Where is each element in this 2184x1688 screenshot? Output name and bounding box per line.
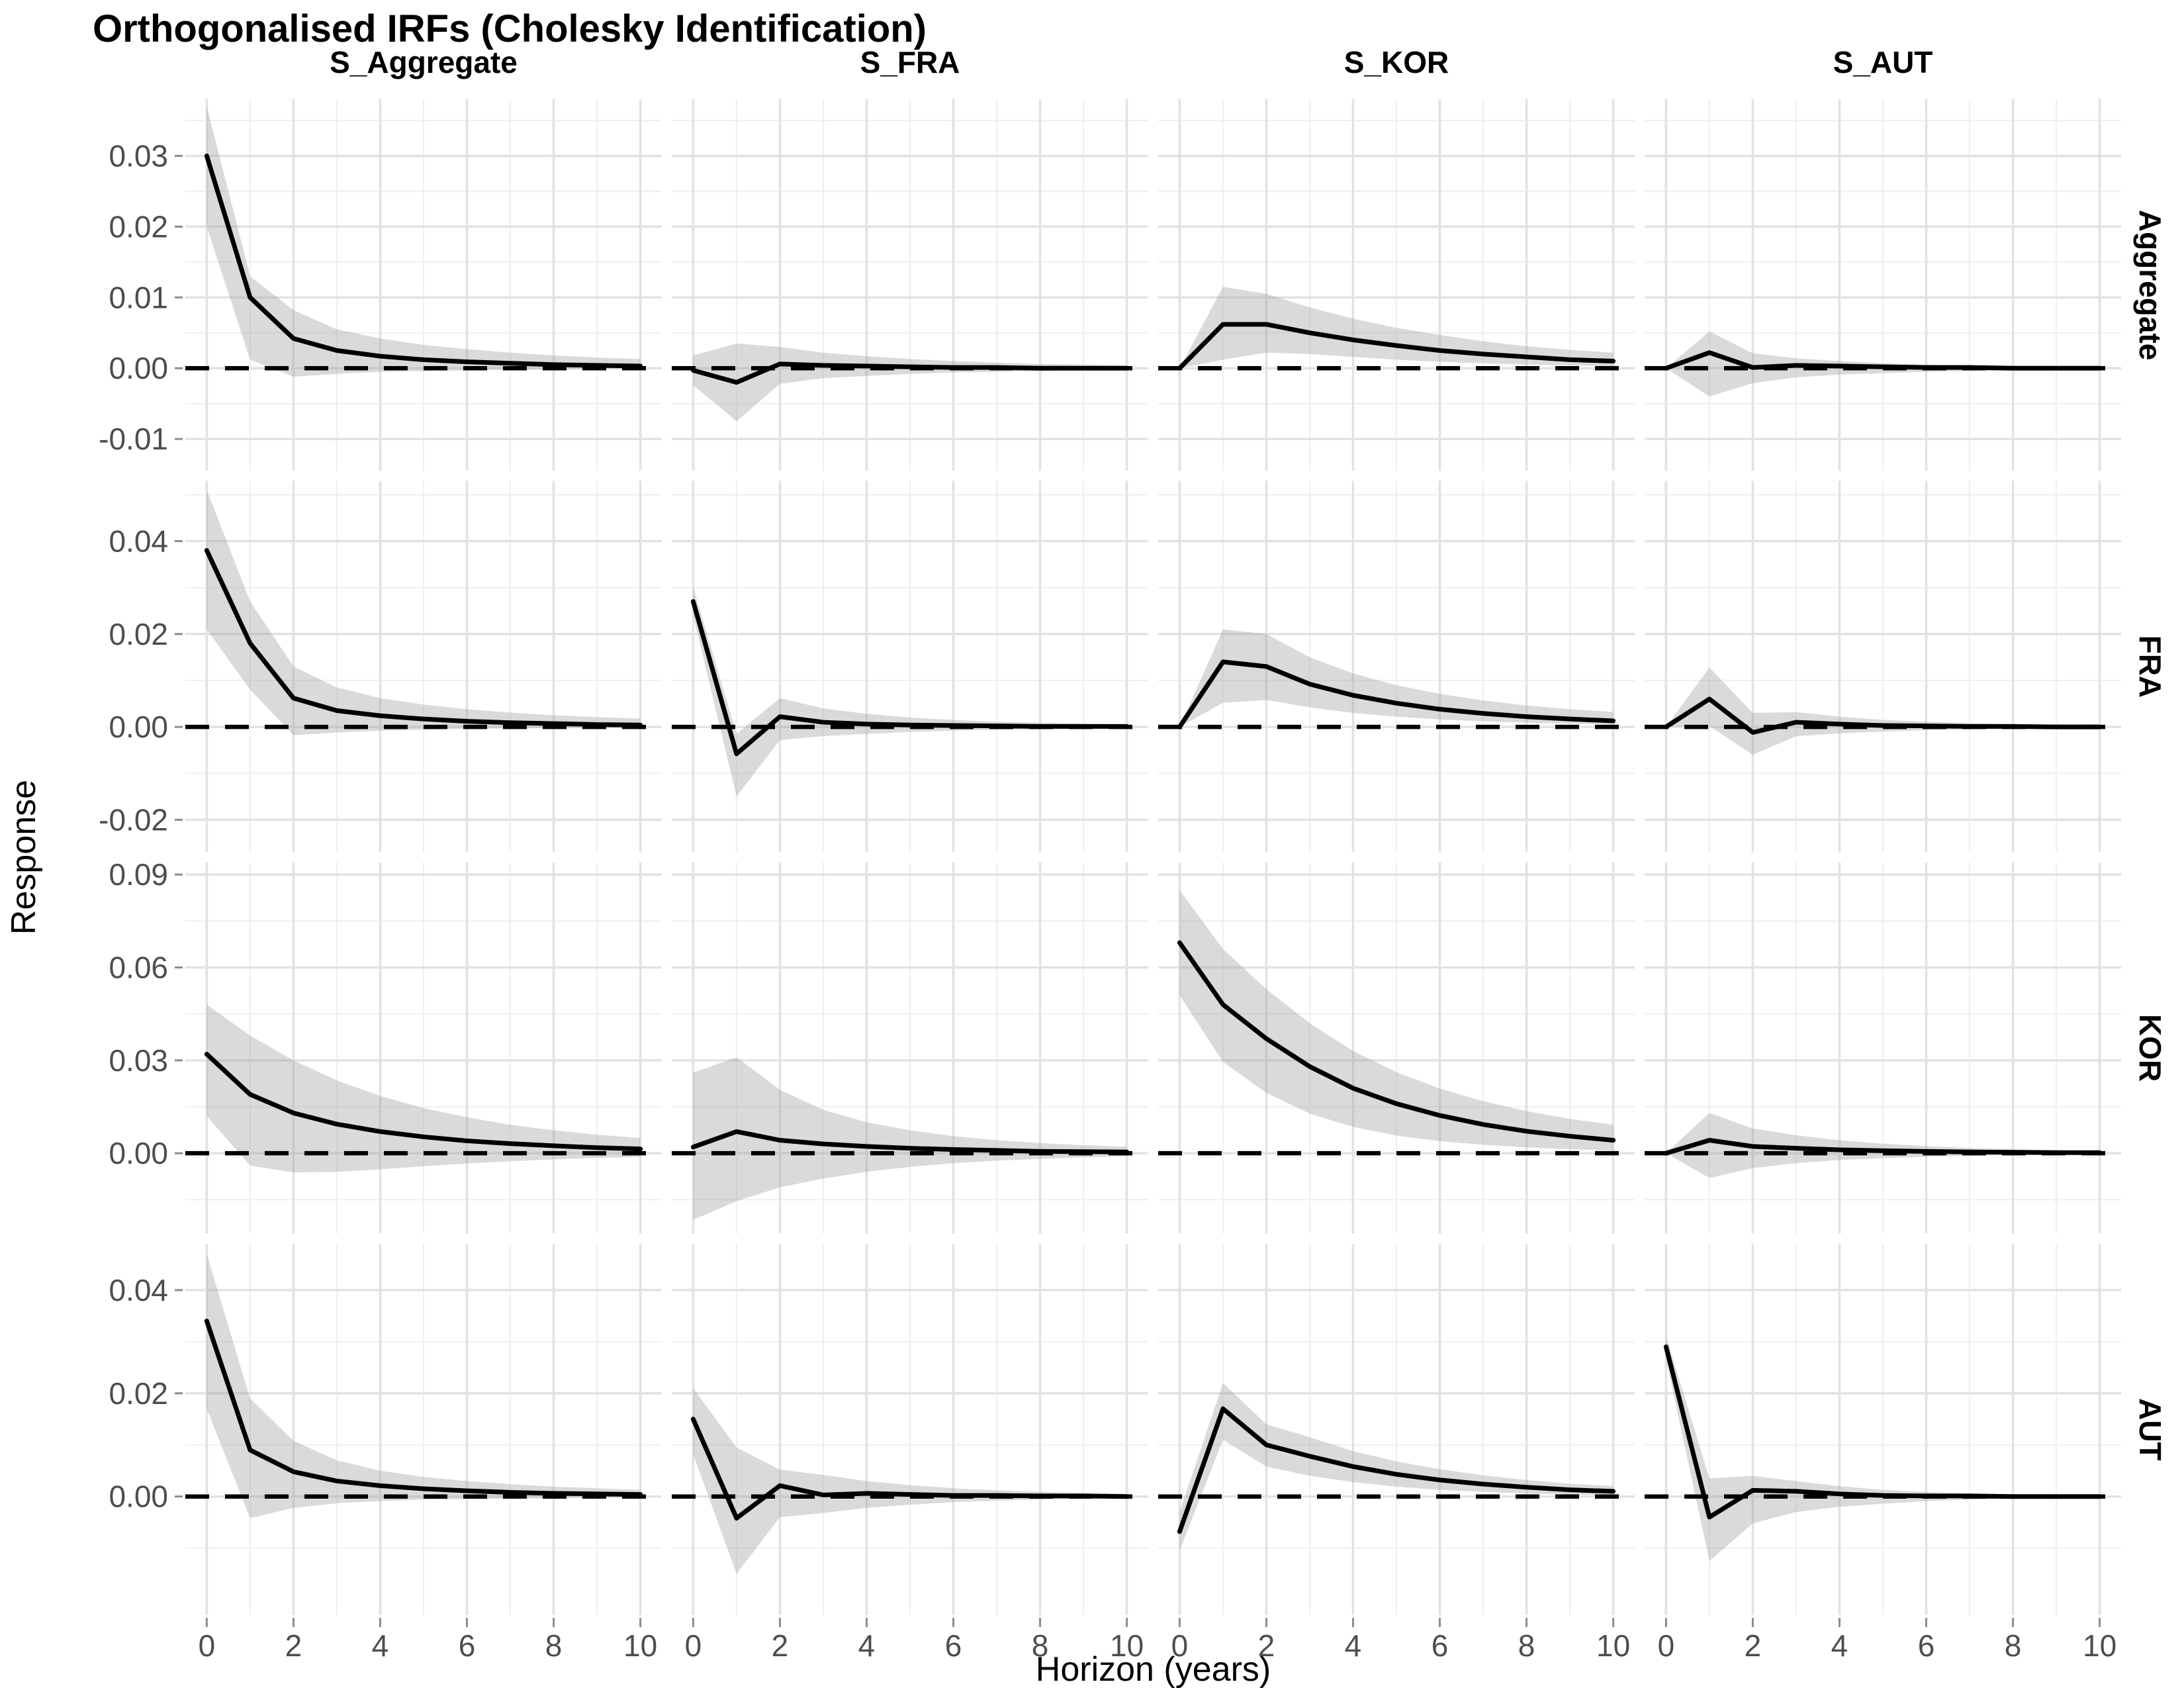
y-tick-label: 0.09 [109,857,168,892]
confidence-band [1666,1113,2100,1178]
y-tick-label: 0.02 [109,1376,168,1411]
x-tick-label: 0 [199,1628,216,1663]
irf-line [1177,322,1616,371]
x-tick-label: 10 [623,1628,657,1663]
x-tick-label: 8 [1518,1628,1535,1663]
irf-line [1663,350,2103,371]
x-tick-label: 8 [1032,1628,1049,1663]
panel-KOR-S_Aggregate [185,862,662,1234]
y-tick-label: 0.00 [109,351,168,385]
x-tick-label: 0 [1171,1628,1189,1663]
irf-line [204,1319,643,1497]
y-tick-label: 0.03 [109,139,168,173]
y-tick-label: 0.06 [109,951,168,985]
irf-line [1663,1344,2103,1520]
x-tick-label: 10 [1596,1628,1630,1663]
row-facet-label: FRA [2133,635,2167,698]
y-tick-label: 0.00 [109,1479,168,1514]
x-tick-label: 6 [1432,1628,1449,1663]
confidence-band [1179,629,1614,727]
irf-line [1177,940,1616,1143]
x-tick-label: 6 [945,1628,962,1663]
x-axis-title: Horizon (years) [1035,1650,1271,1688]
confidence-band [693,1057,1127,1220]
x-tick-label: 0 [1658,1628,1675,1663]
panel-Aggregate-S_KOR [1158,99,1635,471]
confidence-band [206,1254,641,1519]
panel-KOR-S_KOR [1158,862,1635,1234]
x-tick-label: 2 [772,1628,789,1663]
panel-AUT-S_FRA [672,1243,1148,1615]
panel-AUT-S_Aggregate [185,1243,662,1615]
irf-line [1663,696,2103,735]
row-facet-label: KOR [2133,1014,2167,1082]
irf-line [1177,1406,1616,1534]
panel-AUT-S_AUT [1645,1243,2121,1615]
x-tick-label: 2 [285,1628,302,1663]
y-tick-label: 0.02 [109,209,168,244]
col-facet-label: S_KOR [1344,45,1449,79]
panel-FRA-S_FRA [672,481,1148,853]
confidence-band [1179,1383,1614,1551]
y-tick-label: 0.03 [109,1043,168,1078]
y-tick-label: 0.00 [109,710,168,744]
x-tick-label: 10 [2083,1628,2116,1663]
panel-KOR-S_FRA [672,862,1148,1234]
y-tick-label: 0.01 [109,280,168,314]
y-tick-label: 0.00 [109,1136,168,1170]
confidence-band [1179,287,1614,369]
x-tick-label: 4 [372,1628,389,1663]
irf-line [1177,659,1616,729]
chart-title: Orthogonalised IRFs (Cholesky Identifica… [93,7,927,50]
panel-FRA-S_Aggregate [185,481,662,853]
y-tick-label: -0.02 [99,802,168,837]
confidence-band [1666,667,2100,755]
row-facet-label: Aggregate [2133,210,2167,360]
irf-line [690,1417,1130,1521]
x-tick-label: 4 [1345,1628,1362,1663]
panel-Aggregate-S_AUT [1645,99,2121,471]
confidence-band [1666,1336,2100,1562]
x-tick-label: 8 [2005,1628,2022,1663]
panel-AUT-S_KOR [1158,1243,1635,1615]
confidence-band [206,1004,641,1173]
confidence-band [693,587,1127,797]
col-facet-label: S_Aggregate [330,45,518,79]
confidence-band [206,106,641,377]
irf-line [204,1051,643,1152]
irf-line [204,547,643,727]
x-tick-label: 6 [1918,1628,1935,1663]
y-tick-label: 0.04 [109,524,168,558]
irf-line [690,599,1130,757]
col-facet-label: S_FRA [860,45,960,79]
confidence-band [693,1388,1127,1574]
panel-FRA-S_AUT [1645,481,2121,853]
x-tick-label: 0 [685,1628,702,1663]
irf-line [204,154,643,369]
panel-Aggregate-S_Aggregate [185,99,662,471]
x-tick-label: 4 [1831,1628,1848,1663]
y-tick-label: 0.04 [109,1273,168,1307]
x-tick-label: 2 [1258,1628,1275,1663]
confidence-band [1179,890,1614,1150]
panel-Aggregate-S_FRA [672,99,1148,471]
col-facet-label: S_AUT [1833,45,1933,79]
x-tick-label: 10 [1110,1628,1144,1663]
irf-line [690,361,1130,385]
panel-FRA-S_KOR [1158,481,1635,853]
x-tick-label: 2 [1745,1628,1762,1663]
x-tick-label: 4 [858,1628,876,1663]
irf-line [1663,1138,2103,1156]
y-tick-label: -0.01 [99,422,168,456]
panel-KOR-S_AUT [1645,862,2121,1234]
irf-line [690,1129,1130,1154]
x-tick-label: 6 [459,1628,476,1663]
y-tick-label: 0.02 [109,617,168,651]
x-tick-label: 8 [545,1628,563,1663]
row-facet-label: AUT [2133,1398,2167,1461]
